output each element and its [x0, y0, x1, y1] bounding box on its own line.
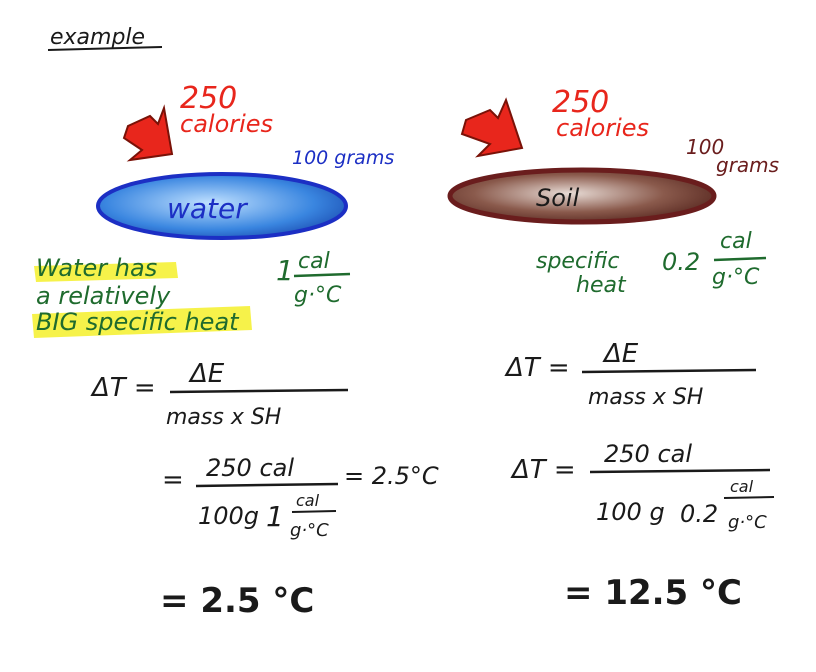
soil-sub-bar: [589, 468, 771, 474]
soil-sub-den-coef: 0.2: [680, 500, 718, 528]
water-label: water: [167, 192, 248, 225]
water-formula-bar: [169, 388, 349, 394]
water-section: 250 calories 100 grams water Water has a…: [32, 81, 439, 621]
title-underline: [47, 46, 163, 51]
water-mass: 100 grams: [292, 147, 394, 169]
soil-body: [447, 167, 717, 225]
water-sub-den-bar: [291, 510, 337, 513]
water-sh-numerator: cal: [298, 249, 330, 274]
water-sub-bar: [195, 482, 339, 488]
water-sub-numerator: 250 cal: [206, 454, 294, 482]
soil-formula-bar: [581, 368, 757, 374]
soil-sub-den-numerator: cal: [730, 477, 754, 496]
soil-energy-unit: calories: [556, 114, 649, 142]
water-formula-numerator: ΔE: [188, 359, 225, 389]
soil-mass-line2: grams: [716, 153, 779, 177]
soil-sh-numerator: cal: [720, 229, 752, 254]
soil-formula-numerator: ΔE: [602, 339, 639, 369]
soil-formula-denominator: mass x SH: [588, 385, 703, 410]
water-sub-result: = 2.5°C: [344, 462, 439, 490]
soil-arrow-icon: [460, 97, 524, 158]
soil-sh-label2: heat: [576, 273, 627, 298]
water-sub-equals: =: [162, 465, 184, 495]
soil-sub-den-mass: 100 g: [596, 498, 665, 526]
water-sh-denominator: g·°C: [294, 283, 342, 308]
soil-formula-lhs: ΔT =: [504, 353, 570, 383]
water-formula-denominator: mass x SH: [166, 405, 281, 430]
water-body: [96, 172, 348, 240]
soil-sub-lhs: ΔT =: [510, 455, 576, 485]
soil-sub-den-denominator: g·°C: [728, 512, 767, 533]
water-note-line3: BIG specific heat: [36, 308, 240, 336]
water-final-result: = 2.5 °C: [160, 581, 314, 621]
highlight-mark: [32, 262, 252, 338]
soil-sub-numerator: 250 cal: [604, 440, 692, 468]
soil-sub-den-bar: [723, 496, 775, 499]
water-sub-den-numerator: cal: [296, 491, 320, 510]
soil-sh-denominator: g·°C: [712, 265, 760, 290]
soil-sh-bar: [713, 256, 767, 262]
water-arrow-icon: [122, 104, 174, 162]
soil-section: 250 calories 100 grams Soil specific hea…: [447, 85, 779, 613]
soil-sh-coef: 0.2: [662, 248, 700, 276]
water-sub-den-coef: 1: [266, 500, 284, 533]
soil-energy-value: 250: [552, 85, 609, 120]
water-energy-value: 250: [180, 81, 237, 116]
water-note-line1: Water has: [36, 254, 157, 282]
soil-mass-line1: 100: [686, 135, 724, 159]
soil-final-result: = 12.5 °C: [564, 573, 742, 613]
page-title: example: [50, 25, 145, 50]
water-sub-den-mass: 100g: [198, 502, 259, 530]
water-sh-bar: [293, 272, 351, 278]
water-formula-lhs: ΔT =: [90, 373, 156, 403]
water-energy-unit: calories: [180, 110, 273, 138]
water-sh-coef: 1: [276, 254, 294, 287]
soil-sh-label1: specific: [536, 249, 619, 274]
water-note-line2: a relatively: [36, 282, 171, 310]
water-sub-den-denominator: g·°C: [290, 520, 329, 541]
soil-label: Soil: [536, 184, 580, 212]
